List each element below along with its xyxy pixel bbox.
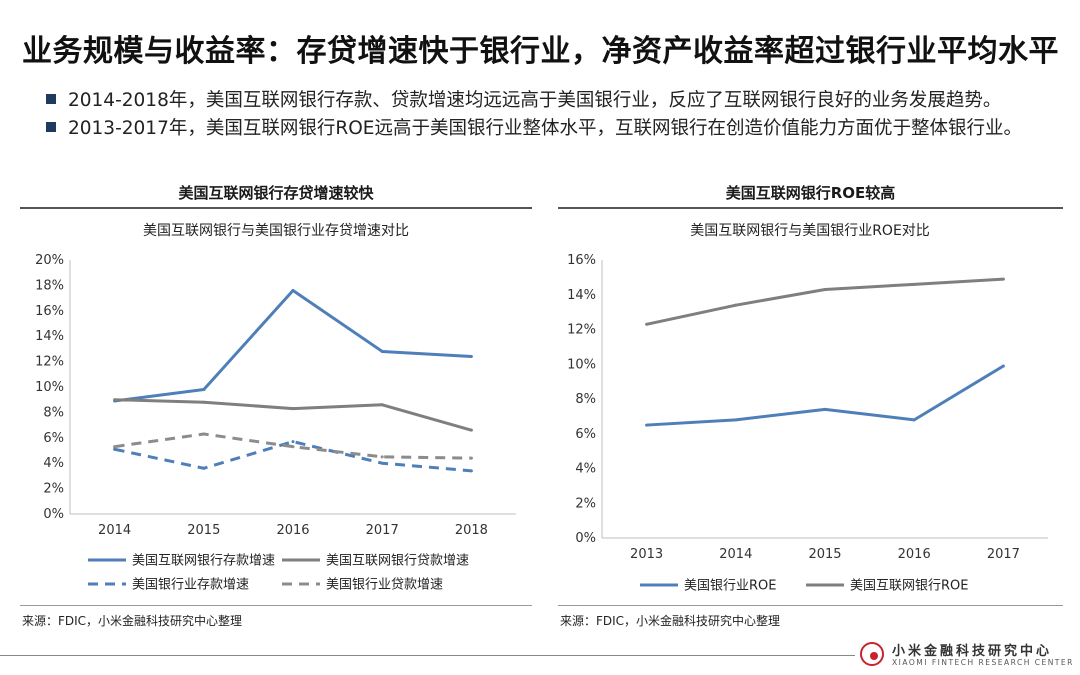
left-line-chart: 美国互联网银行与美国银行业存贷增速对比 0% 2% 4% 6% 8% 10% 12% 14% 16… xyxy=(35,223,516,593)
chart-title: 美国互联网银行与美国银行业ROE对比 xyxy=(690,223,930,239)
y-tick-label: 12% xyxy=(35,355,64,370)
x-tick-label: 2016 xyxy=(898,547,931,562)
data-point xyxy=(912,282,916,286)
x-tick-label: 2017 xyxy=(987,547,1020,562)
data-point xyxy=(202,432,206,436)
y-tick-label: 4% xyxy=(575,462,596,477)
y-tick-label: 2% xyxy=(43,482,64,497)
square-bullet-icon xyxy=(46,94,56,104)
right-source-divider xyxy=(558,605,1063,606)
x-tick-label: 2014 xyxy=(98,523,131,538)
x-tick-label: 2015 xyxy=(187,523,220,538)
series-line xyxy=(114,398,472,432)
brand-logo: 小米金融科技研究中心 XIAOMI FINTECH RESEARCH CENTE… xyxy=(860,640,1072,670)
data-point xyxy=(380,461,384,465)
data-point xyxy=(734,418,738,422)
series-line xyxy=(114,288,472,403)
legend-label: 美国互联网银行贷款增速 xyxy=(326,554,469,569)
data-point xyxy=(469,469,473,473)
data-point xyxy=(113,398,117,402)
legend-label: 美国互联网银行ROE xyxy=(850,579,968,594)
footer-divider xyxy=(0,655,855,656)
y-tick-label: 14% xyxy=(567,288,596,303)
right-source-note: 来源：FDIC，小米金融科技研究中心整理 xyxy=(560,614,781,628)
y-tick-label: 6% xyxy=(575,427,596,442)
data-point xyxy=(202,388,206,392)
square-bullet-icon xyxy=(46,122,56,132)
data-point xyxy=(734,303,738,307)
data-point xyxy=(113,445,117,449)
legend-label: 美国银行业贷款增速 xyxy=(326,578,443,593)
x-tick-label: 2018 xyxy=(455,523,488,538)
data-point xyxy=(912,418,916,422)
legend-label: 美国互联网银行存款增速 xyxy=(132,554,275,569)
series-line xyxy=(114,432,472,460)
data-point xyxy=(291,407,295,411)
data-point xyxy=(645,423,649,427)
legend-label: 美国银行业ROE xyxy=(684,579,776,594)
y-tick-label: 8% xyxy=(575,392,596,407)
bullet-item: 2013-2017年，美国互联网银行ROE远高于美国银行业整体水平，互联网银行在… xyxy=(46,114,1066,142)
data-point xyxy=(202,400,206,404)
right-line-chart: 美国互联网银行与美国银行业ROE对比 0% 2% 4% 6% 8% 10% 12% 14% 16%… xyxy=(567,223,1048,594)
data-point xyxy=(645,322,649,326)
y-tick-label: 8% xyxy=(43,405,64,420)
series-line xyxy=(114,440,472,473)
data-point xyxy=(291,288,295,292)
data-point xyxy=(380,349,384,353)
data-point xyxy=(291,445,295,449)
bullet-item: 2014-2018年，美国互联网银行存款、贷款增速均远远高于美国银行业，反应了互… xyxy=(46,86,1066,114)
left-panel-heading: 美国互联网银行存贷增速较快 xyxy=(178,184,374,202)
y-tick-label: 12% xyxy=(567,323,596,338)
summary-bullets: 2014-2018年，美国互联网银行存款、贷款增速均远远高于美国银行业，反应了互… xyxy=(46,86,1066,142)
logo-name-en: XIAOMI FINTECH RESEARCH CENTER xyxy=(892,658,1074,667)
logo-mark-icon xyxy=(860,642,884,666)
y-tick-label: 6% xyxy=(43,431,64,446)
y-tick-label: 0% xyxy=(575,531,596,546)
chart-title: 美国互联网银行与美国银行业存贷增速对比 xyxy=(143,223,409,239)
x-tick-label: 2015 xyxy=(808,547,841,562)
data-point xyxy=(469,456,473,460)
data-point xyxy=(380,455,384,459)
data-point xyxy=(113,447,117,451)
y-tick-label: 16% xyxy=(35,304,64,319)
data-point xyxy=(202,466,206,470)
x-tick-label: 2017 xyxy=(366,523,399,538)
series-line xyxy=(646,364,1005,427)
y-tick-label: 14% xyxy=(35,329,64,344)
data-point xyxy=(469,355,473,359)
y-tick-label: 18% xyxy=(35,278,64,293)
x-tick-label: 2014 xyxy=(719,547,752,562)
y-tick-label: 4% xyxy=(43,456,64,471)
page-title: 业务规模与收益率：存贷增速快于银行业，净资产收益率超过银行业平均水平 xyxy=(22,34,1059,69)
y-tick-label: 2% xyxy=(575,496,596,511)
bullet-text: 2013-2017年，美国互联网银行ROE远高于美国银行业整体水平，互联网银行在… xyxy=(68,118,1022,139)
series-line xyxy=(646,277,1004,326)
data-point xyxy=(469,428,473,432)
data-point xyxy=(823,407,827,411)
right-panel-heading: 美国互联网银行ROE较高 xyxy=(725,184,896,202)
left-source-note: 来源：FDIC，小米金融科技研究中心整理 xyxy=(22,614,243,628)
x-tick-label: 2013 xyxy=(630,547,663,562)
data-point xyxy=(823,288,827,292)
legend-label: 美国银行业存款增速 xyxy=(132,578,249,593)
y-tick-label: 10% xyxy=(35,380,64,395)
left-source-divider xyxy=(20,605,532,606)
y-tick-label: 16% xyxy=(567,253,596,268)
y-tick-label: 0% xyxy=(43,507,64,522)
data-point xyxy=(291,440,295,444)
data-point xyxy=(380,403,384,407)
bullet-text: 2014-2018年，美国互联网银行存款、贷款增速均远远高于美国银行业，反应了互… xyxy=(68,90,1002,111)
data-point xyxy=(1001,277,1005,281)
y-tick-label: 20% xyxy=(35,253,64,268)
logo-name-cn: 小米金融科技研究中心 xyxy=(892,644,1053,659)
right-panel-divider xyxy=(558,207,1063,209)
y-tick-label: 10% xyxy=(567,357,596,372)
data-point xyxy=(1001,364,1005,368)
left-panel-divider xyxy=(20,207,532,209)
x-tick-label: 2016 xyxy=(276,523,309,538)
